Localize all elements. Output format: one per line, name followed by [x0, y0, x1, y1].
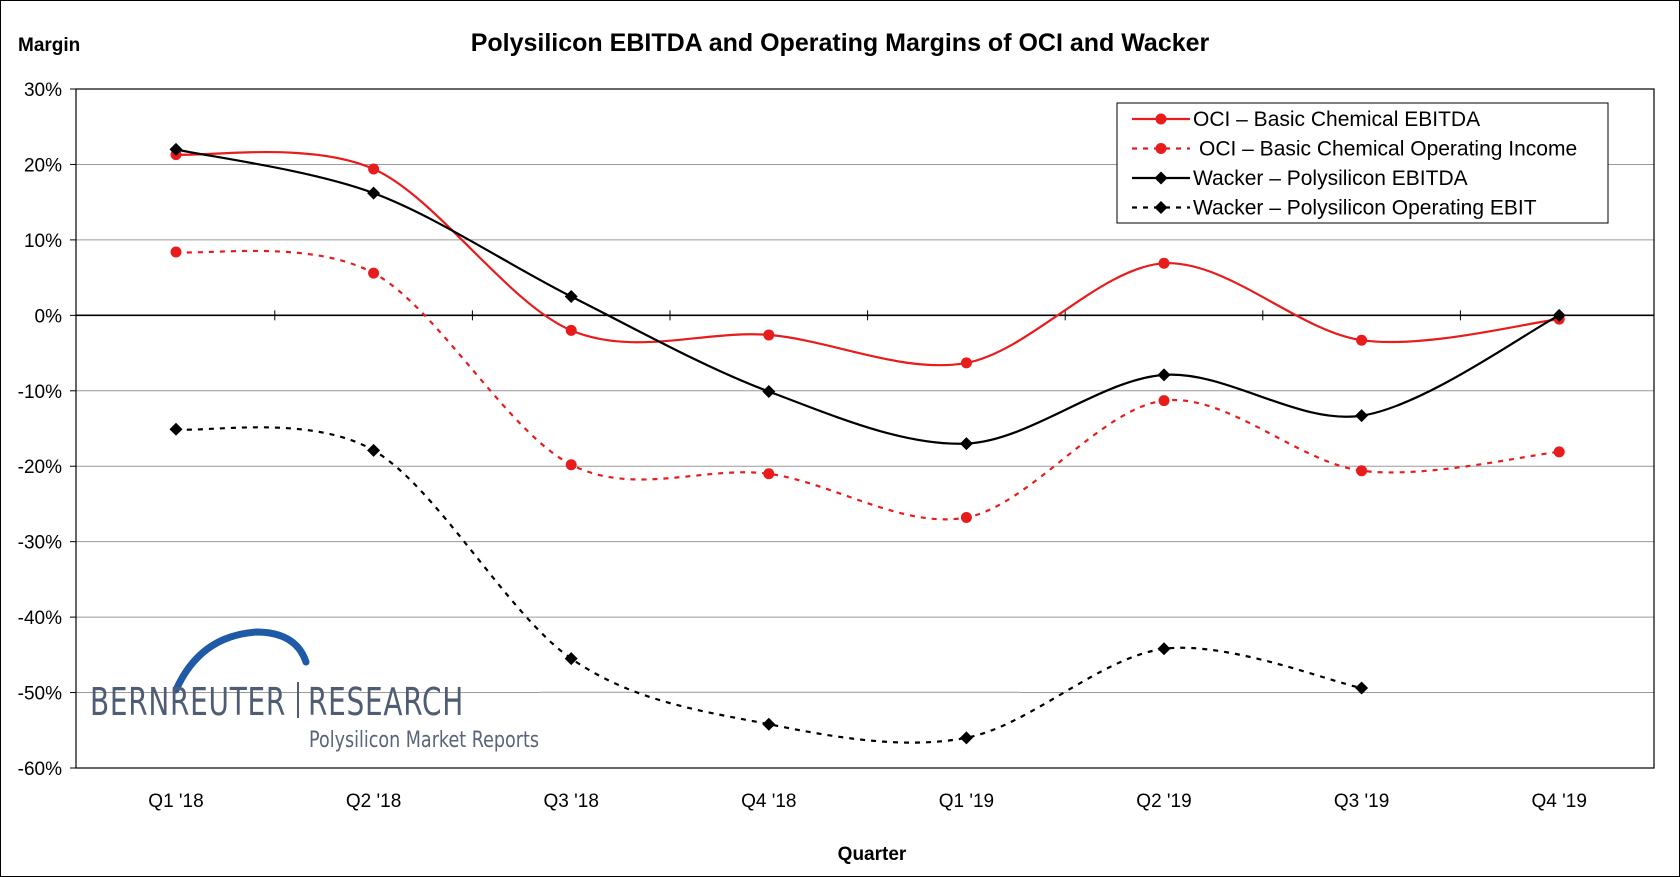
series-oci-ebitda	[170, 149, 1565, 369]
series-line-oci-ebitda	[175, 150, 1560, 367]
data-point-wacker-operating-ebit	[762, 717, 776, 731]
data-point-wacker-operating-ebit	[367, 443, 381, 457]
series-layer	[169, 142, 1566, 745]
y-tick-label: -20%	[18, 457, 62, 478]
legend-marker-wacker-operating-ebit	[1154, 201, 1168, 214]
logo-arc	[172, 628, 310, 694]
x-tick-label: Q4 '18	[741, 791, 796, 812]
chart-title: Polysilicon EBITDA and Operating Margins…	[471, 29, 1210, 57]
data-point-wacker-ebitda	[1157, 368, 1171, 382]
legend-box	[1116, 102, 1609, 224]
legend-marker-oci-ebitda	[1155, 113, 1167, 125]
data-point-wacker-ebitda	[564, 289, 578, 303]
data-point-oci-operating-income	[763, 468, 775, 480]
x-tick-labels: Q1 '18 Q2 '18 Q3 '18 Q4 '18 Q1 '19 Q2 '19 Q3 '…	[148, 791, 1587, 812]
y-tick-label: -40%	[18, 608, 62, 629]
y-tick-label: 0%	[35, 306, 63, 327]
plot-area-border	[75, 88, 1655, 769]
legend-label-oci-ebitda: OCI – Basic Chemical EBITDA	[1193, 108, 1480, 131]
y-tick-label: 20%	[24, 155, 62, 176]
data-point-wacker-ebitda	[762, 385, 776, 399]
data-point-oci-operating-income	[960, 512, 972, 524]
legend-label-oci-operating-income: OCI – Basic Chemical Operating Income	[1199, 138, 1577, 161]
legend: OCI – Basic Chemical EBITDA OCI – Basic C…	[1116, 102, 1609, 224]
data-point-wacker-operating-ebit	[564, 652, 578, 666]
data-point-oci-operating-income	[1158, 395, 1170, 407]
data-point-wacker-ebitda	[1552, 308, 1566, 322]
data-point-oci-operating-income	[170, 246, 182, 258]
data-point-wacker-operating-ebit	[959, 731, 973, 745]
data-point-oci-ebitda	[565, 324, 577, 336]
y-tick-labels: 30% 20% 10% 0% -10% -20% -30% -40% -50% -60%	[18, 80, 62, 780]
x-tick-label: Q1 '19	[939, 791, 994, 812]
data-point-oci-operating-income	[368, 267, 380, 279]
data-point-oci-ebitda	[1158, 257, 1170, 269]
legend-marker-oci-operating-income	[1155, 143, 1167, 154]
data-point-oci-operating-income	[565, 459, 577, 471]
legend-items: OCI – Basic Chemical EBITDA OCI – Basic C…	[1132, 108, 1577, 220]
legend-label-wacker-operating-ebit: Wacker – Polysilicon Operating EBIT	[1193, 197, 1537, 220]
x-tick-label: Q1 '18	[148, 791, 203, 812]
logo-word-research: RESEARCH	[308, 680, 464, 724]
data-point-wacker-ebitda	[169, 142, 183, 156]
data-point-wacker-ebitda	[367, 186, 381, 200]
y-tick-label: -50%	[18, 684, 62, 705]
logo-word-bernreuter: BERNREUTER	[90, 680, 286, 724]
logo-tagline: Polysilicon Market Reports	[309, 728, 539, 753]
x-tick-label: Q4 '19	[1532, 791, 1587, 812]
y-tick-label: 30%	[24, 80, 62, 101]
data-point-oci-ebitda	[960, 357, 972, 369]
x-tick-label: Q2 '18	[346, 791, 401, 812]
data-point-wacker-operating-ebit	[1157, 642, 1171, 656]
data-point-wacker-operating-ebit	[1355, 681, 1369, 695]
x-tick-label: Q2 '19	[1136, 791, 1191, 812]
series-line-oci-operating-income	[175, 249, 1560, 521]
bernreuter-research-logo: BERNREUTER RESEARCH Polysilicon Market R…	[90, 628, 1020, 753]
y-tick-label: 10%	[24, 231, 62, 252]
data-point-oci-ebitda	[1356, 334, 1368, 346]
data-point-wacker-ebitda	[1355, 409, 1369, 423]
data-point-oci-ebitda	[763, 329, 775, 341]
x-tick-label: Q3 '19	[1334, 791, 1389, 812]
legend-label-wacker-ebitda: Wacker – Polysilicon EBITDA	[1193, 167, 1468, 190]
series-line-wacker-ebitda	[175, 148, 1560, 445]
x-axis-title: Quarter	[838, 844, 907, 865]
series-wacker-operating-ebit	[169, 422, 1369, 745]
data-point-oci-operating-income	[1356, 465, 1368, 477]
data-point-wacker-operating-ebit	[169, 422, 183, 436]
data-point-wacker-ebitda	[959, 437, 973, 451]
series-wacker-ebitda	[169, 142, 1566, 451]
y-tick-label: -60%	[18, 759, 62, 780]
y-tick-label: -10%	[18, 382, 62, 403]
x-tick-label: Q3 '18	[544, 791, 599, 812]
series-oci-operating-income	[170, 246, 1565, 524]
legend-marker-wacker-ebitda	[1154, 171, 1168, 185]
data-point-oci-operating-income	[1553, 446, 1565, 458]
y-axis-title: Margin	[18, 35, 80, 56]
y-tick-label: -30%	[18, 533, 62, 554]
data-point-oci-ebitda	[368, 163, 380, 175]
